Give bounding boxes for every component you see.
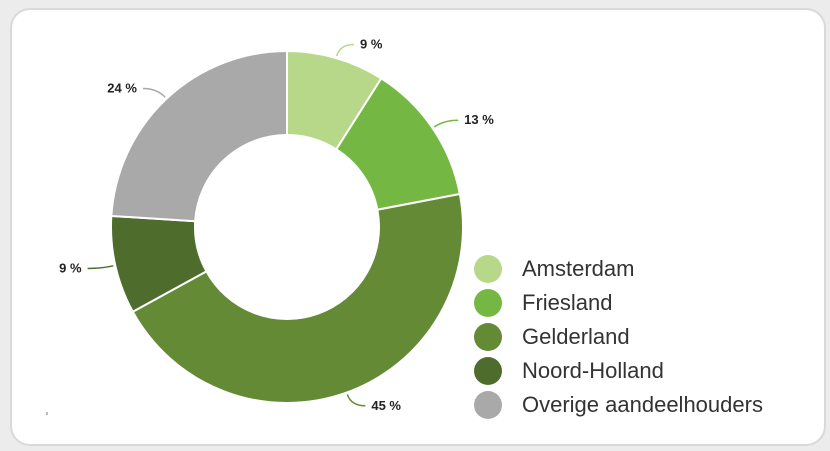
- donut-slices: [110, 49, 464, 404]
- legend-swatch: [474, 391, 502, 419]
- value-label-overige-aandeelhouders: 24 %: [107, 80, 137, 95]
- value-label-friesland: 13 %: [464, 112, 494, 127]
- leader-line-gelderland: [346, 394, 366, 407]
- corner-mark: [46, 412, 48, 415]
- legend-label: Gelderland: [522, 324, 630, 349]
- legend-item-amsterdam: Amsterdam: [474, 252, 824, 286]
- leader-line-overige-aandeelhouders: [142, 87, 166, 98]
- legend-swatch: [474, 255, 502, 283]
- legend-swatch: [474, 357, 502, 385]
- legend-swatch: [474, 289, 502, 317]
- leader-line-friesland: [433, 119, 459, 128]
- value-label-amsterdam: 9 %: [360, 37, 383, 52]
- legend-label: Amsterdam: [522, 256, 635, 281]
- leader-line-noord-holland: [87, 265, 114, 270]
- label-leader-lines: [87, 43, 459, 407]
- value-label-gelderland: 45 %: [371, 398, 401, 413]
- legend-item-noord-holland: Noord-Holland: [474, 354, 824, 388]
- legend-label: Overige aandeelhouders: [522, 392, 763, 417]
- slice-overige-aandeelhouders: [110, 49, 288, 223]
- slice-gelderland: [131, 192, 464, 404]
- legend-item-overige-aandeelhouders: Overige aandeelhouders: [474, 388, 824, 422]
- legend-label: Noord-Holland: [522, 358, 664, 383]
- legend-item-gelderland: Gelderland: [474, 320, 824, 354]
- legend-item-friesland: Friesland: [474, 286, 824, 320]
- leader-line-amsterdam: [335, 43, 355, 57]
- legend-swatch: [474, 323, 502, 351]
- value-label-noord-holland: 9 %: [59, 260, 82, 275]
- chart-legend: Amsterdam Friesland Gelderland Noord-Hollan…: [474, 252, 824, 422]
- value-labels: 9 % 13 % 45 % 9 % 24 %: [59, 37, 494, 413]
- legend-label: Friesland: [522, 290, 613, 315]
